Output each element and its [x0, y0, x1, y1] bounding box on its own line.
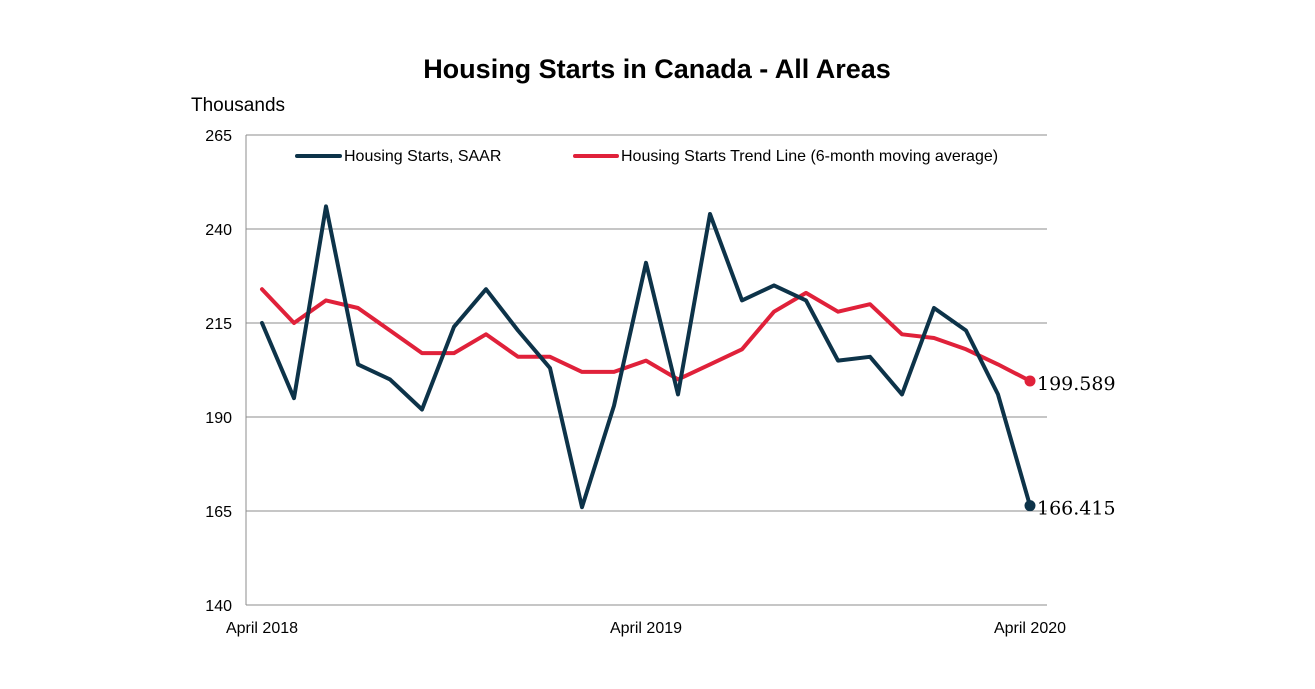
- end-label-housing-starts: 166.415: [1037, 498, 1116, 520]
- x-tick-label: April 2018: [226, 620, 298, 637]
- legend: Housing Starts, SAAR Housing Starts Tren…: [295, 148, 998, 165]
- end-point-trend: [1024, 375, 1036, 387]
- series-line-housing-starts: [260, 204, 1032, 510]
- y-tick-label: 240: [205, 222, 232, 239]
- y-tick-label: 165: [205, 504, 232, 521]
- legend-label-trend-line: Housing Starts Trend Line (6-month movin…: [621, 148, 998, 165]
- y-tick-label: 265: [205, 128, 232, 145]
- series-lines: 199.589 166.415: [260, 204, 1116, 520]
- y-tick-label: 190: [205, 410, 232, 427]
- x-tick-label: April 2019: [610, 620, 682, 637]
- y-axis-label: Thousands: [191, 95, 285, 116]
- y-axis-ticks: 140 165 190 215 240 265: [205, 128, 232, 615]
- y-tick-label: 215: [205, 316, 232, 333]
- y-tick-label: 140: [205, 598, 232, 615]
- x-axis-ticks: April 2018 April 2019 April 2020: [226, 620, 1066, 637]
- series-line-trend: [260, 287, 1032, 383]
- end-point-housing-starts: [1024, 500, 1036, 512]
- x-tick-label: April 2020: [994, 620, 1066, 637]
- chart-title: Housing Starts in Canada - All Areas: [423, 54, 891, 84]
- legend-label-housing-starts: Housing Starts, SAAR: [344, 148, 501, 165]
- end-label-trend: 199.589: [1037, 373, 1116, 395]
